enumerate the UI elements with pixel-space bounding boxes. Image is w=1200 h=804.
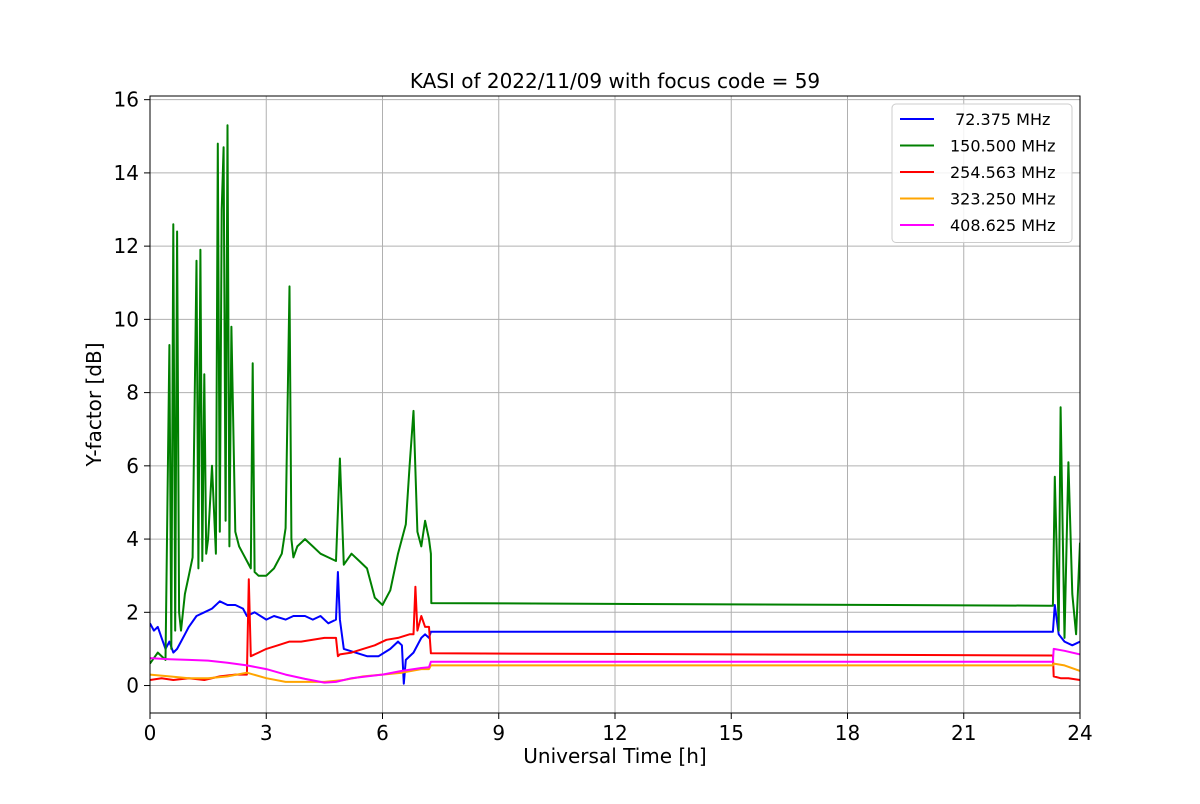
y-tick-label: 10 (114, 307, 139, 331)
x-tick-label: 12 (602, 721, 627, 745)
series-line-4 (150, 647, 1080, 684)
legend-label: 254.563 MHz (950, 163, 1055, 182)
x-tick-label: 21 (951, 721, 976, 745)
x-tick-label: 3 (260, 721, 273, 745)
x-tick-label: 6 (376, 721, 389, 745)
legend-label: 408.625 MHz (950, 216, 1055, 235)
y-tick-label: 4 (126, 527, 139, 551)
y-axis-label: Y-factor [dB] (82, 342, 106, 467)
x-tick-label: 0 (144, 721, 157, 745)
y-tick-label: 0 (126, 674, 139, 698)
x-tick-label: 18 (835, 721, 860, 745)
legend-label: 150.500 MHz (950, 137, 1055, 156)
legend-box (891, 103, 1073, 243)
x-tick-label: 9 (492, 721, 505, 745)
y-tick-label: 6 (126, 454, 139, 478)
x-axis-label: Universal Time [h] (523, 744, 706, 768)
series-layer (150, 124, 1080, 685)
x-tick-label: 15 (719, 721, 744, 745)
series-line-1 (150, 124, 1080, 665)
y-tick-label: 2 (126, 600, 139, 624)
y-tick-label: 8 (126, 381, 139, 405)
y-tick-label: 12 (114, 234, 139, 258)
y-tick-label: 14 (114, 161, 139, 185)
series-line-0 (150, 571, 1080, 685)
legend-label: 72.375 MHz (950, 110, 1050, 129)
chart-title: KASI of 2022/11/09 with focus code = 59 (410, 69, 820, 93)
legend-label: 323.250 MHz (950, 190, 1055, 209)
y-tick-label: 16 (114, 88, 139, 112)
legend: 72.375 MHz 150.500 MHz 254.563 MHz 323.250 … (891, 103, 1073, 243)
x-tick-label: 24 (1067, 721, 1092, 745)
